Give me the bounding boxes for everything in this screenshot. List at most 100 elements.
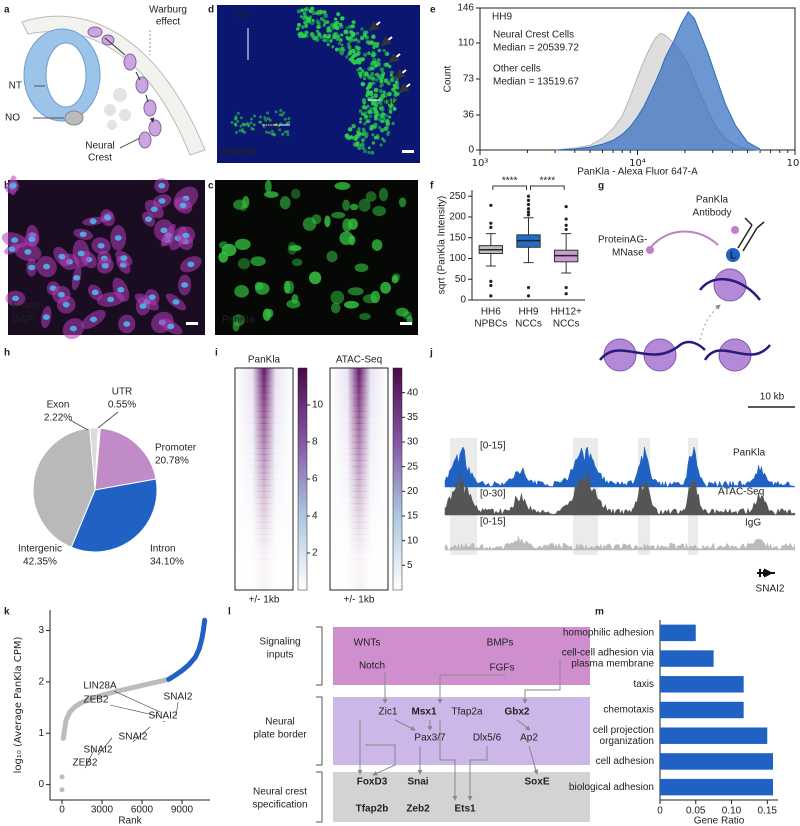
x-tick-label: NPBCs [474,319,507,330]
colorbar-label: 6 [312,474,318,485]
cell [327,35,331,39]
cell [272,132,276,136]
rank-curve [166,617,208,682]
heatmap-band [235,479,293,486]
panel-label: e [430,5,436,16]
cell [358,66,363,71]
cell [360,27,364,31]
cell [371,141,376,145]
label: effect [156,17,180,28]
heatmap-band [235,374,293,381]
cell [319,35,324,40]
heatmap-band [235,509,293,517]
y-tick-label: 0 [38,779,44,790]
cell [380,94,386,99]
outlier [564,227,568,232]
colorbar [297,367,308,591]
cell [262,125,266,129]
cell [246,123,250,127]
cell [349,29,354,35]
cell [370,290,381,304]
x-tick-label: 10⁴ [629,158,646,169]
cell [304,6,310,12]
signaling-box [333,627,590,685]
cell [340,33,344,37]
label: [0-30] [480,489,506,500]
heatmap-band [330,509,388,517]
cell [361,127,366,132]
outlier [526,194,531,198]
nucleus [69,325,77,332]
node-label: FGFs [490,663,515,674]
heatmap-band [330,583,388,591]
cell [326,43,330,47]
cell [376,58,381,63]
cell [365,94,369,98]
cell [371,126,375,130]
slice-value: 42.35% [23,557,57,568]
cell [365,86,370,91]
nucleus [77,250,85,257]
heatmap-band [235,565,293,572]
cell [234,117,238,121]
cell [234,285,249,298]
heatmap-title: PanKla [248,355,281,366]
cell [370,61,374,66]
cell [239,116,243,120]
scale-bar [186,322,198,325]
gene-label: SNAI2 [164,692,193,703]
cell [356,46,361,51]
cell [356,129,361,135]
cell [296,9,302,14]
cell [393,84,398,89]
x-tick-label: 0.10 [722,806,742,817]
cell [332,35,337,39]
area-outline [555,11,761,151]
label: PanKla [696,195,729,206]
gene-label: LIN28A [83,681,117,692]
cell [371,239,383,251]
panel-label: a [4,5,10,16]
heatmap-band [330,386,388,394]
cell [296,27,300,31]
slice-label: UTR [112,387,133,398]
label: ATAC-Seq [718,487,764,498]
heatmap-band [330,522,388,529]
label: F-Actin [12,301,44,312]
label: NO [5,113,20,124]
cell [319,16,324,21]
cell [238,129,242,133]
cell [279,109,283,113]
x-tick-label: HH6 [481,307,501,318]
nucleus [58,253,66,260]
x-tick-label: NCCs [553,319,580,330]
cell [345,136,349,140]
heatmap-band [330,479,388,486]
slice-value: 2.22% [44,413,72,424]
cell [359,117,363,121]
x-tick-label: 10⁵ [787,158,800,169]
nucleus [28,236,36,243]
cell [357,71,362,76]
pie-slice [70,478,158,553]
node-label: Dlx5/6 [473,733,502,744]
cell [286,130,290,134]
heatmap-band [235,485,293,492]
cell [237,258,251,270]
outlier [526,213,531,217]
heatmap-band [330,540,388,548]
cell [301,25,305,29]
cell [316,25,321,29]
slice-label: Exon [47,400,70,411]
cell [373,122,378,127]
label: PanKla [222,147,256,158]
x-axis-title: Gene Ratio [694,816,745,826]
node-label: WNTs [354,638,381,649]
nucleus [114,235,122,241]
node-label: SoxE [524,777,549,788]
cell [356,68,360,72]
proteinag [649,230,719,249]
heatmap-band [330,577,388,585]
cell [284,280,295,294]
cell [367,146,371,150]
